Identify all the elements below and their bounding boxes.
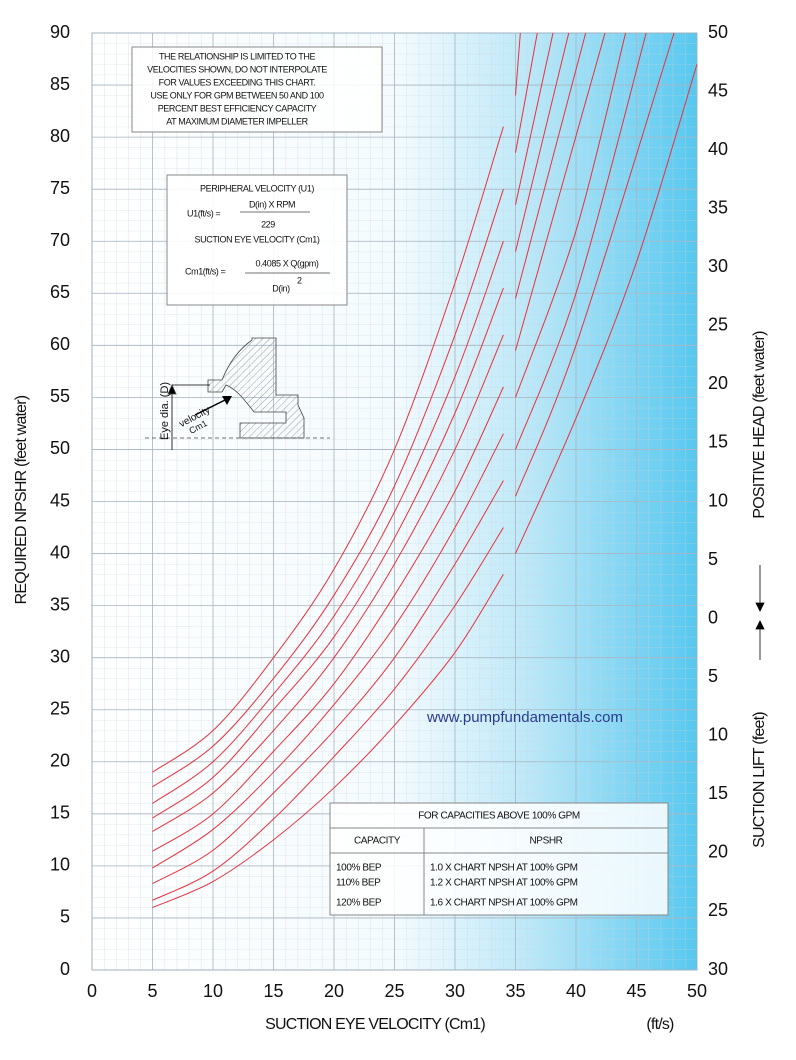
y-tick-label: 30 xyxy=(50,646,70,666)
x-axis-unit: (ft/s) xyxy=(646,1016,674,1033)
npshr-curve xyxy=(152,64,698,908)
y2-axis-label: POSITIVE HEAD (feet water) xyxy=(751,331,768,519)
formula-text: U1(ft/s) = xyxy=(187,208,220,218)
npshr-curve xyxy=(152,32,587,832)
table-title: FOR CAPACITIES ABOVE 100% GPM xyxy=(418,811,580,822)
y2-tick-label: 15 xyxy=(708,783,728,803)
npshr-curve xyxy=(152,32,538,788)
x-tick-label: 50 xyxy=(687,981,707,1001)
npshr-curve xyxy=(152,32,570,819)
npshr-curve xyxy=(152,32,554,804)
capacity-table xyxy=(329,802,669,916)
formula-text: 229 xyxy=(261,219,275,229)
y2-tick-label: 35 xyxy=(708,197,728,217)
npshr-curve xyxy=(152,32,675,901)
impeller-diagram xyxy=(145,337,330,450)
npshr-curve xyxy=(152,32,606,852)
table-cell: 120% BEP xyxy=(336,898,382,909)
formula-text: Cm1(ft/s) = xyxy=(185,266,225,276)
y-tick-label: 70 xyxy=(50,230,70,250)
table-cell: 1.2 X CHART NPSH AT 100% GPM xyxy=(430,878,578,889)
y2-tick-label: 20 xyxy=(708,373,728,393)
y2-tick-label: 0 xyxy=(708,607,718,627)
formula-text: 2 xyxy=(297,275,302,285)
y2-tick-label: 30 xyxy=(708,959,728,979)
formula-text: D(in) X RPM xyxy=(249,199,295,209)
table-cell: 100% BEP xyxy=(336,863,382,874)
table-header: CAPACITY xyxy=(354,836,401,847)
note-text: FOR VALUES EXCEEDING THIS CHART. xyxy=(159,77,316,87)
x-tick-label: 35 xyxy=(505,981,525,1001)
zero-indicator xyxy=(755,565,765,660)
y2-tick-label: 25 xyxy=(708,315,728,335)
x-tick-label: 45 xyxy=(626,981,646,1001)
formula-text: D(in) xyxy=(272,283,290,293)
y-tick-label: 85 xyxy=(50,74,70,94)
y-axis-label: REQUIRED NPSHR (feet water) xyxy=(13,395,30,604)
x-axis-label: SUCTION EYE VELOCITY (Cm1) xyxy=(265,1016,485,1033)
plot-frame xyxy=(91,32,698,971)
y2-tick-label: 50 xyxy=(708,22,728,42)
y2-tick-label: 20 xyxy=(708,842,728,862)
y2-tick-label: 10 xyxy=(708,490,728,510)
y-tick-label: 90 xyxy=(50,22,70,42)
table-cell: 1.6 X CHART NPSH AT 100% GPM xyxy=(430,898,578,909)
y-tick-label: 40 xyxy=(50,542,70,562)
y-tick-label: 75 xyxy=(50,178,70,198)
y2-tick-label: 5 xyxy=(708,666,718,686)
note-text: USE ONLY FOR GPM BETWEEN 50 AND 100 xyxy=(150,90,324,100)
y2-tick-label: 5 xyxy=(708,549,718,569)
x-tick-label: 15 xyxy=(263,981,283,1001)
y-tick-label: 25 xyxy=(50,698,70,718)
website: www.pumpfundamentals.com xyxy=(426,709,623,726)
x-tick-label: 40 xyxy=(566,981,586,1001)
y-tick-label: 0 xyxy=(60,959,70,979)
formula-text: PERIPHERAL VELOCITY (U1) xyxy=(200,183,314,193)
diagram-label: Eye dia. (D) xyxy=(159,382,171,440)
npshr-curve xyxy=(152,32,521,773)
formula-box xyxy=(166,174,348,306)
x-tick-label: 0 xyxy=(87,981,97,1001)
y-tick-label: 15 xyxy=(50,803,70,823)
y-tick-label: 55 xyxy=(50,386,70,406)
y-tick-label: 60 xyxy=(50,334,70,354)
y-tick-label: 10 xyxy=(50,855,70,875)
y2-tick-label: 15 xyxy=(708,432,728,452)
note-text: VELOCITIES SHOWN, DO NOT INTERPOLATE xyxy=(147,64,327,74)
y-tick-label: 45 xyxy=(50,490,70,510)
table-cell: 1.0 X CHART NPSH AT 100% GPM xyxy=(430,863,578,874)
x-tick-label: 30 xyxy=(445,981,465,1001)
note-text: PERCENT BEST EFFICIENCY CAPACITY xyxy=(158,103,317,113)
y-tick-label: 5 xyxy=(60,907,70,927)
y-tick-label: 35 xyxy=(50,594,70,614)
x-tick-label: 5 xyxy=(147,981,157,1001)
y2-tick-label: 30 xyxy=(708,256,728,276)
npshr-curve xyxy=(152,32,647,885)
table-cell: 110% BEP xyxy=(336,878,381,889)
y-tick-label: 50 xyxy=(50,438,70,458)
x-tick-label: 20 xyxy=(324,981,344,1001)
npshr-curve xyxy=(152,32,627,869)
table-header: NPSHR xyxy=(529,836,562,847)
note-text: AT MAXIMUM DIAMETER IMPELLER xyxy=(166,116,308,126)
x-tick-label: 25 xyxy=(384,981,404,1001)
y2-tick-label: 40 xyxy=(708,139,728,159)
note-text: THE RELATIONSHIP IS LIMITED TO THE xyxy=(159,51,316,61)
y2-axis-label: SUCTION LIFT (feet) xyxy=(751,712,768,848)
x-tick-label: 10 xyxy=(203,981,223,1001)
y-tick-label: 65 xyxy=(50,282,70,302)
formula-text: 0.4085 X Q(gpm) xyxy=(255,258,318,268)
y2-tick-label: 10 xyxy=(708,725,728,745)
y-tick-label: 20 xyxy=(50,751,70,771)
formula-text: SUCTION EYE VELOCITY (Cm1) xyxy=(195,234,320,244)
y2-tick-label: 45 xyxy=(708,80,728,100)
note-box xyxy=(131,46,383,133)
y-tick-label: 80 xyxy=(50,126,70,146)
y2-tick-label: 25 xyxy=(708,900,728,920)
